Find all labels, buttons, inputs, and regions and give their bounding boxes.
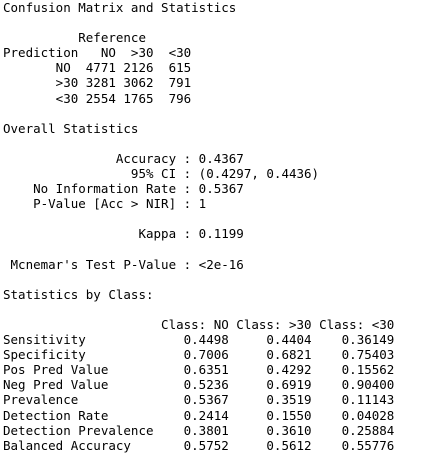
console-line: Balanced Accuracy 0.5752 0.5612 0.55776 (3, 437, 395, 453)
console-output: Confusion Matrix and Statistics Referenc… (3, 0, 394, 453)
console-line: 95% CI : (0.4297, 0.4436) (3, 166, 320, 182)
console-line: Class: NO Class: >30 Class: <30 (3, 316, 395, 332)
console-line: Neg Pred Value 0.5236 0.6919 0.90400 (3, 377, 395, 393)
console-line (3, 272, 394, 287)
console-line: Sensitivity 0.4498 0.4404 0.36149 (3, 332, 395, 348)
console-line: Mcnemar's Test P-Value : <2e-16 (3, 256, 244, 272)
console-line (3, 136, 394, 151)
console-line: Accuracy : 0.4367 (3, 150, 244, 166)
console-line: Specificity 0.7006 0.6821 0.75403 (3, 347, 395, 363)
console-line: Reference (3, 30, 146, 46)
console-line: Prevalence 0.5367 0.3519 0.11143 (3, 392, 395, 408)
console-line: <30 2554 1765 796 (3, 90, 192, 106)
console-line: P-Value [Acc > NIR] : 1 (3, 196, 207, 212)
console-line (3, 242, 394, 257)
console-line: Detection Rate 0.2414 0.1550 0.04028 (3, 407, 395, 423)
console-line: Pos Pred Value 0.6351 0.4292 0.15562 (3, 362, 395, 378)
console-line (3, 106, 394, 121)
console-line: Statistics by Class: (3, 286, 154, 302)
console-line: Prediction NO >30 <30 (3, 45, 192, 61)
console-line (3, 302, 394, 317)
console-line (3, 211, 394, 226)
console-line (3, 15, 394, 30)
console-line: Confusion Matrix and Statistics (3, 0, 237, 15)
console-line: No Information Rate : 0.5367 (3, 181, 244, 197)
console-line: >30 3281 3062 791 (3, 75, 192, 91)
console-line: Kappa : 0.1199 (3, 226, 244, 242)
console-line: NO 4771 2126 615 (3, 60, 192, 76)
console-line: Overall Statistics (3, 120, 139, 136)
console-line: Detection Prevalence 0.3801 0.3610 0.258… (3, 422, 395, 438)
